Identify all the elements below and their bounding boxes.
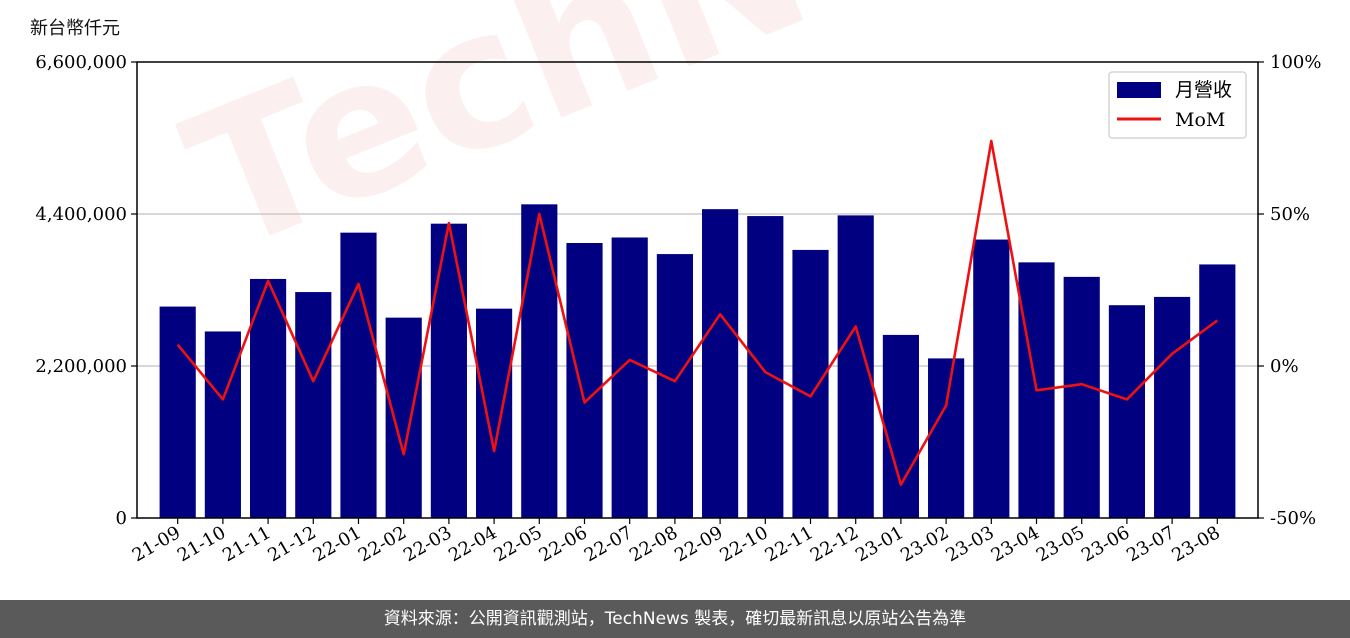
x-tick-label-23-02: 23-02 [897,522,952,566]
x-tick-label-22-05: 22-05 [490,522,545,566]
x-tick-label-23-08: 23-08 [1168,522,1223,566]
x-tick-label-21-12: 21-12 [264,522,319,566]
x-tick-label-22-06: 22-06 [536,522,591,566]
bar-22-08 [656,254,693,518]
x-tick-label-21-11: 21-11 [219,522,274,566]
bar-22-07 [611,237,648,518]
bar-23-03 [973,239,1010,518]
x-tick-label-23-04: 23-04 [988,522,1043,566]
x-tick-label-21-09: 21-09 [129,522,184,566]
x-tick-label-23-01: 23-01 [852,522,907,566]
plot-frame [136,61,1259,519]
legend-label-line: MoM [1175,109,1225,131]
x-tick-label-23-03: 23-03 [942,522,997,566]
bar-22-11 [792,249,829,518]
bar-23-06 [1108,305,1145,518]
bar-23-01 [882,334,919,518]
legend-label-bar: 月營收 [1175,79,1232,101]
bar-22-05 [521,204,558,518]
bar-21-09 [159,306,196,518]
bar-22-10 [747,216,784,518]
mom-line [176,139,1219,486]
bar-23-02 [928,358,965,518]
x-tick-label-22-07: 22-07 [581,522,636,566]
bar-22-01 [340,232,377,518]
y-right-tick-label: 0% [1270,356,1299,377]
x-tick-label-22-12: 22-12 [807,522,862,566]
source-footer: 資料來源：公開資訊觀測站，TechNews 製表，確切最新訊息以原站公告為準 [0,600,1350,638]
x-tick-label-23-06: 23-06 [1078,522,1133,566]
y-left-tick-label: 2,200,000 [35,356,127,377]
x-tick-label-22-08: 22-08 [626,522,681,566]
x-tick-label-22-02: 22-02 [355,522,410,566]
bar-22-06 [566,243,603,518]
y-right-tick-label: 50% [1270,204,1310,225]
x-tick-label-22-03: 22-03 [400,522,455,566]
revenue-chart: 0 2,200,000 4,400,000 6,600,000 -50% 0% 50% 100… [35,52,1321,566]
bar-23-07 [1154,296,1191,518]
x-tick-label-21-10: 21-10 [174,522,229,566]
y-right-tick-label: 100% [1270,52,1321,73]
bar-23-05 [1063,276,1100,518]
bar-22-09 [702,209,739,518]
chart-area: TechNews 新台幣仟元 02,200,0004,400,0006,600,… [30,0,1321,566]
x-tick-label-22-10: 22-10 [716,522,771,566]
x-tick-label-22-09: 22-09 [671,522,726,566]
x-tick-label-23-07: 23-07 [1123,522,1178,566]
x-tick-label-22-04: 22-04 [445,522,500,566]
legend-swatch-bar [1117,82,1161,98]
y-unit-label: 新台幣仟元 [30,18,120,39]
bar-22-04 [476,308,513,518]
y-left-tick-label: 0 [116,508,127,529]
y-left-tick-label: 4,400,000 [35,204,127,225]
bar-21-12 [295,292,332,518]
y-left-tick-label: 6,600,000 [35,52,127,73]
bar-22-03 [430,223,467,518]
bar-22-02 [385,317,422,518]
bar-23-08 [1199,264,1236,518]
x-tick-label-22-11: 22-11 [762,522,817,566]
y-right-tick-label: -50% [1270,508,1316,529]
x-tick-label-23-05: 23-05 [1033,522,1088,566]
bar-21-10 [204,331,241,518]
bar-21-11 [250,278,287,518]
x-tick-label-22-01: 22-01 [310,522,365,566]
